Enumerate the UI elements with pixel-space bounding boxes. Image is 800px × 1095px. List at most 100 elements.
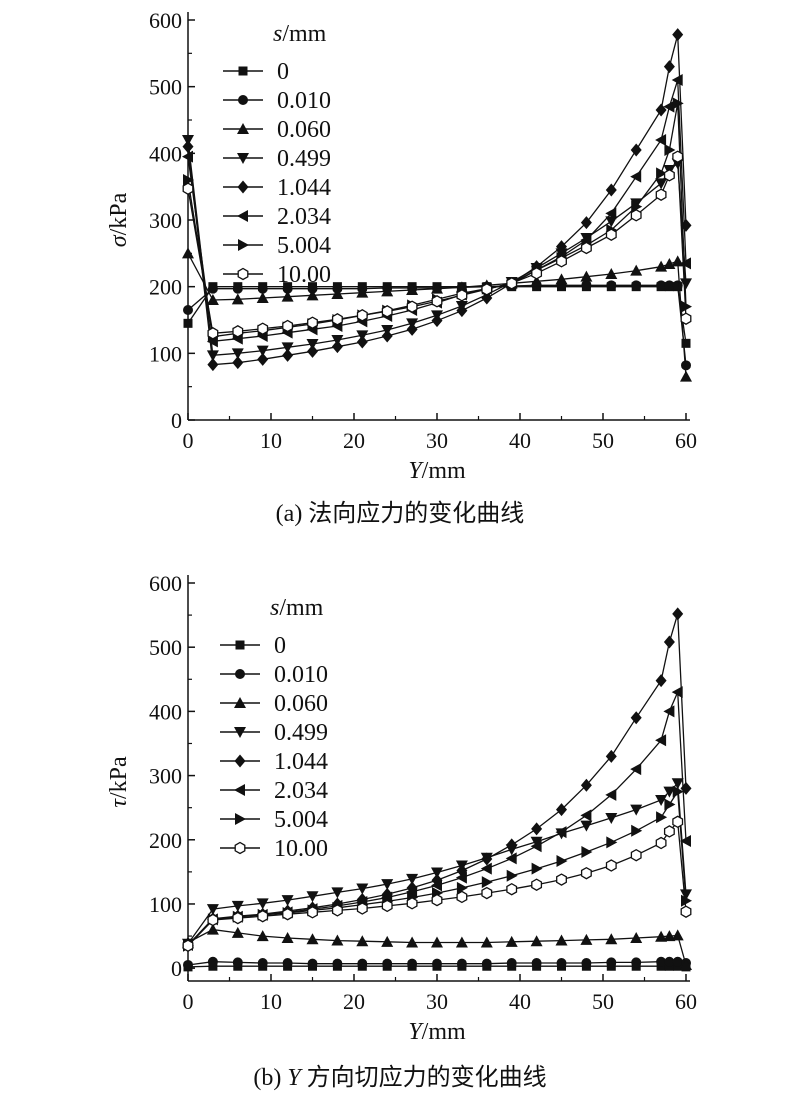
data-point (672, 150, 684, 163)
series-0.060 (182, 247, 692, 382)
y-tick-label: 300 (149, 208, 182, 233)
y-tick-label: 100 (149, 892, 182, 917)
data-point (432, 958, 442, 969)
legend-label: 1.044 (274, 749, 328, 775)
data-point (331, 887, 344, 899)
data-point (655, 930, 668, 942)
data-point (406, 873, 419, 885)
data-point (663, 635, 675, 649)
data-point (382, 958, 393, 969)
data-point (605, 268, 618, 279)
data-point (307, 283, 318, 294)
data-point (356, 902, 368, 915)
data-point (431, 282, 443, 294)
y-tick-label: 500 (149, 635, 182, 660)
data-point (307, 958, 318, 969)
data-point (331, 340, 343, 354)
data-point (530, 935, 543, 947)
data-point (207, 358, 219, 372)
data-point (531, 862, 543, 875)
data-point (580, 270, 593, 282)
data-point (663, 60, 675, 74)
x-axis-label: Y/mm (408, 458, 466, 484)
data-point (556, 854, 568, 867)
legend-marker (238, 66, 248, 76)
data-point (231, 926, 244, 938)
data-point (182, 140, 194, 154)
x-tick-label: 20 (343, 428, 365, 453)
data-point (456, 289, 468, 302)
data-point (406, 300, 418, 313)
data-point (672, 956, 683, 967)
data-point (431, 314, 443, 328)
data-point (672, 28, 684, 42)
data-point (356, 286, 369, 298)
data-point (680, 958, 692, 970)
data-point (256, 345, 269, 357)
data-point (605, 933, 618, 945)
data-point (357, 958, 368, 969)
data-point (207, 327, 219, 340)
data-point (672, 785, 684, 798)
data-point (680, 257, 691, 270)
data-point (232, 283, 243, 294)
data-point (307, 344, 318, 358)
legend-title: s/mm (273, 21, 327, 47)
legend-marker (237, 210, 248, 222)
data-point (456, 881, 468, 894)
data-point (580, 933, 593, 945)
data-point (664, 956, 675, 967)
data-point (431, 295, 443, 308)
data-point (431, 893, 443, 907)
data-point (680, 278, 692, 290)
axes-b: 0 10 20 30 40 50 600100200300400500600Y/mmτ/kP… (106, 571, 697, 1045)
legend-marker (237, 180, 249, 194)
legend-marker (237, 267, 249, 281)
data-point (555, 826, 567, 839)
data-point (506, 882, 518, 896)
data-point (671, 929, 684, 941)
x-tick-label: 20 (343, 989, 365, 1014)
data-point (381, 879, 394, 891)
data-point (605, 788, 617, 801)
data-point (481, 958, 492, 969)
data-point (556, 803, 567, 817)
data-point (232, 957, 243, 968)
data-point (663, 100, 675, 113)
data-point (664, 144, 676, 156)
data-point (663, 705, 675, 718)
data-point (480, 862, 492, 875)
data-point (256, 930, 269, 942)
data-point (207, 283, 218, 294)
x-tick-label: 10 (260, 989, 282, 1014)
data-point (606, 836, 618, 849)
legend-label: 0 (277, 59, 289, 85)
legend-marker (235, 669, 245, 679)
data-point (630, 143, 642, 157)
data-point (664, 280, 675, 291)
data-point (331, 313, 343, 326)
data-point (331, 288, 344, 299)
data-point (281, 342, 294, 354)
data-point (331, 934, 344, 946)
data-point (631, 200, 643, 213)
x-tick-label: 60 (675, 989, 697, 1014)
data-point (655, 836, 667, 850)
y-tick-label: 200 (149, 828, 182, 853)
data-point (406, 284, 419, 295)
y-tick-label: 0 (171, 408, 182, 433)
data-point (431, 867, 443, 879)
data-point (281, 290, 294, 302)
data-point (505, 852, 517, 865)
data-point (381, 899, 393, 913)
legend-label: 1.044 (277, 175, 331, 201)
data-point (506, 958, 517, 969)
series-1.044 (182, 28, 692, 372)
data-point (207, 956, 218, 967)
data-point (481, 886, 493, 900)
data-point (481, 291, 493, 305)
chart-shear-stress: 0 10 20 30 40 50 600100200300400500600Y/mmτ/kP… (106, 571, 697, 1045)
data-point (356, 335, 368, 349)
x-tick-label: 50 (592, 989, 614, 1014)
data-point (456, 958, 467, 969)
